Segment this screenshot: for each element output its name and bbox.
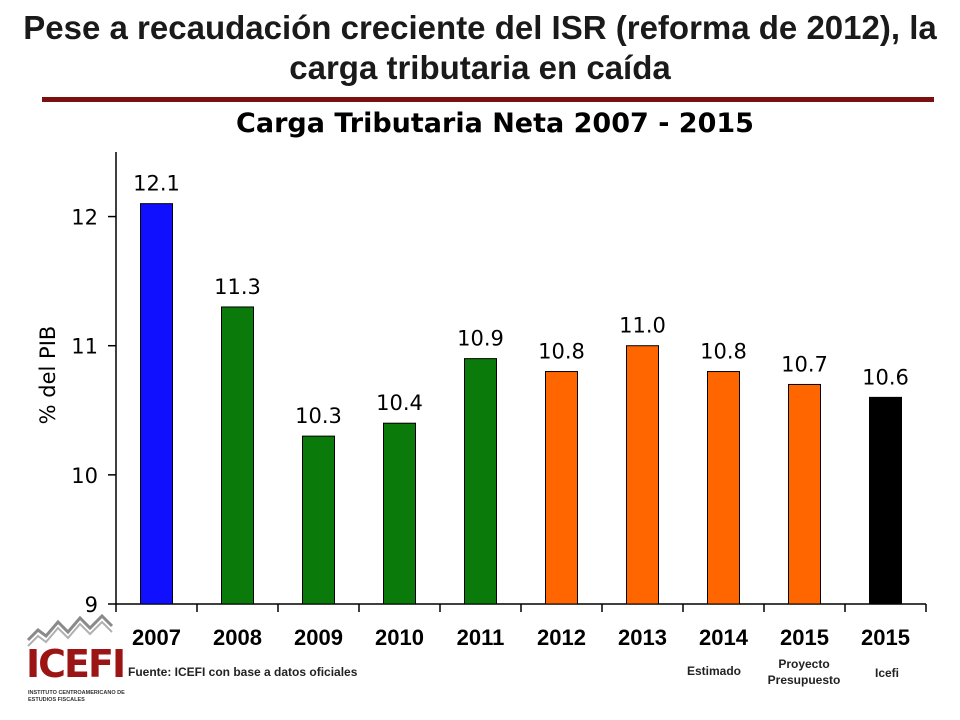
chart-bars [140, 203, 902, 605]
bar-2015-8 [788, 383, 821, 605]
bar-2010-3 [383, 422, 416, 605]
icefi-logo: ICEFI INSTITUTO CENTROAMERICANO DE ESTUD… [24, 612, 126, 716]
y-tick-label: 12 [71, 206, 98, 230]
bar-value-label: 10.6 [862, 365, 909, 389]
bar-value-label: 11.0 [619, 314, 666, 338]
note-proyecto-line1: Proyecto [778, 657, 830, 671]
x-tick-label: 2007 [132, 625, 181, 650]
bar-2008-1 [221, 306, 254, 605]
chart-line-logo-icon [26, 613, 114, 647]
slide-title: Pese a recaudación creciente del ISR (re… [23, 9, 937, 86]
chart-axes: 9 10 11 12 [71, 152, 927, 617]
y-tick-label: 9 [85, 593, 98, 617]
x-tick-label: 2013 [618, 625, 667, 650]
bar-value-label: 12.1 [133, 172, 180, 196]
x-tick-label: 2009 [294, 625, 343, 650]
bar-2011-4 [464, 358, 497, 605]
chart-title: Carga Tributaria Neta 2007 - 2015 [236, 108, 754, 139]
bar-2013-6 [626, 345, 659, 605]
bar-value-label: 10.9 [457, 327, 504, 351]
x-tick-label: 2015 [861, 625, 910, 650]
bar-value-label: 10.7 [781, 352, 828, 376]
bar-2015-9 [869, 396, 902, 605]
note-estimado: Estimado [686, 664, 741, 678]
bar-2014-7 [707, 371, 740, 605]
x-tick-label: 2011 [457, 625, 505, 650]
y-axis-label: % del PIB [36, 326, 60, 425]
bar-value-label: 10.8 [700, 340, 747, 364]
bar-value-label: 10.8 [538, 340, 585, 364]
x-tick-label: 2010 [375, 625, 424, 650]
bar-value-label: 11.3 [214, 275, 261, 299]
bar-2007-0 [140, 203, 173, 605]
chart-labels: 12.1 2007 11.3 2008 10.3 2009 10.4 2010 10.9 2011… [132, 172, 910, 650]
note-icefi: Icefi [874, 666, 899, 680]
note-proyecto-line2: Presupuesto [767, 673, 841, 687]
bar-2009-2 [302, 435, 335, 605]
y-tick-label: 10 [71, 464, 98, 488]
note-proyecto-presupuesto: Proyecto Presupuesto [752, 656, 856, 688]
source-note: Fuente: ICEFI con base a datos oficiales [128, 665, 358, 679]
x-tick-label: 2008 [213, 625, 262, 650]
x-tick-label: 2014 [699, 625, 749, 650]
y-tick-label: 11 [71, 335, 98, 359]
bar-value-label: 10.4 [376, 391, 423, 415]
logo-subtitle: INSTITUTO CENTROAMERICANO DE ESTUDIOS FI… [28, 690, 125, 703]
x-tick-label: 2015 [780, 625, 829, 650]
x-tick-label: 2012 [537, 625, 586, 650]
bar-value-label: 10.3 [295, 404, 342, 428]
logo-wordmark: ICEFI [26, 642, 126, 686]
bar-2012-5 [545, 371, 578, 605]
title-divider [42, 97, 934, 102]
